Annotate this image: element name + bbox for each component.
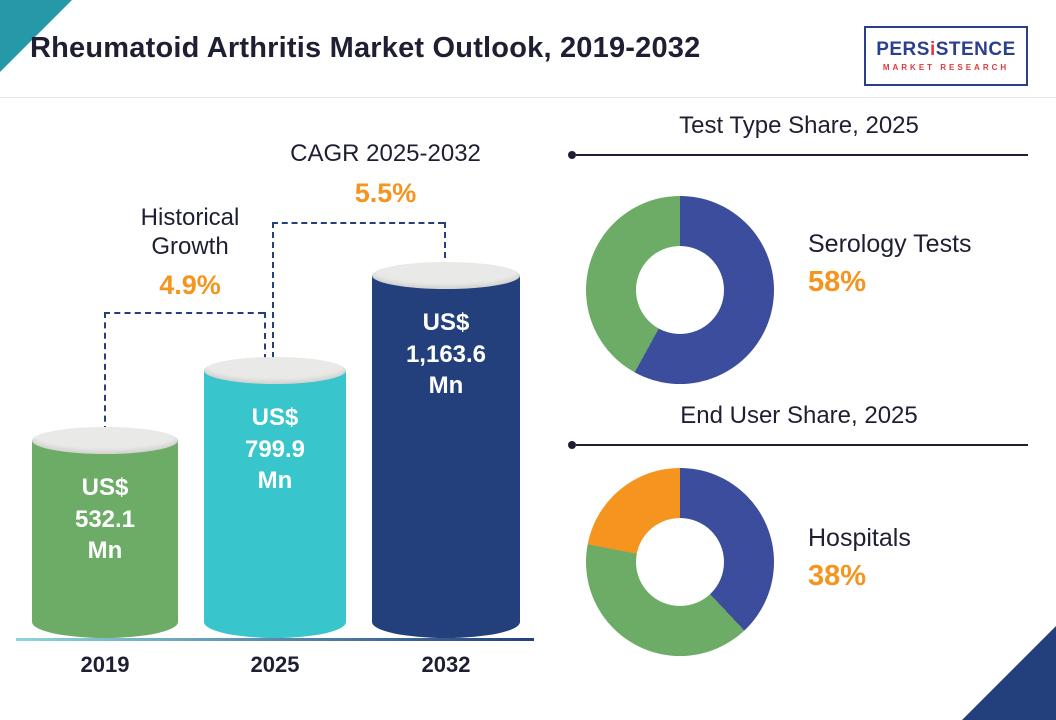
- bar-2019-amount: 532.1: [74, 505, 136, 533]
- test-type-title-rule: [568, 151, 1028, 159]
- cagr-connector-left: [272, 222, 274, 358]
- page-title: Rheumatoid Arthritis Market Outlook, 201…: [30, 32, 701, 64]
- bar-2019-cylinder-top: [32, 427, 178, 454]
- donut-hole: [636, 246, 724, 334]
- bar-2032-amount: 1,163.6: [405, 340, 487, 368]
- x-axis-label-2019: 2019: [80, 652, 130, 677]
- brand-logo-part1: PERS: [876, 39, 930, 60]
- end-user-donut-row: Hospitals 38%: [560, 468, 911, 656]
- bar-2032-value: US$ 1,163.6 Mn: [372, 307, 520, 402]
- historical-growth-label: Historical Growth: [140, 204, 240, 261]
- cagr-connector-top: [272, 222, 444, 224]
- x-axis-label-2025: 2025: [250, 652, 300, 677]
- cagr-value: 5.5%: [354, 178, 417, 208]
- bar-2019-value: US$ 532.1 Mn: [32, 472, 178, 567]
- rule-end-dot: [568, 151, 576, 159]
- bar-2025-unit: Mn: [257, 467, 293, 495]
- historical-growth-connector-right: [264, 312, 266, 360]
- bar-2019-unit: Mn: [87, 537, 123, 565]
- bar-2025-value: US$ 799.9 Mn: [204, 402, 346, 497]
- bar-2032-currency: US$: [422, 309, 470, 336]
- bar-chart: Historical Growth 4.9% CAGR 2025-2032 5.…: [16, 140, 534, 677]
- end-user-title-rule: [568, 441, 1028, 449]
- test-type-donut-row: Serology Tests 58%: [560, 196, 972, 384]
- historical-growth-connector-left: [104, 312, 106, 432]
- bar-2025: US$ 799.9 Mn: [204, 357, 346, 638]
- bar-2025-amount: 799.9: [244, 435, 306, 463]
- test-type-callout-value: 58%: [808, 266, 867, 298]
- test-type-donut-title: Test Type Share, 2025: [679, 112, 919, 139]
- bar-2032-cylinder: US$ 1,163.6 Mn: [372, 262, 520, 638]
- end-user-callout-label: Hospitals: [808, 524, 911, 552]
- bar-2032-unit: Mn: [428, 372, 464, 400]
- bar-2019-cylinder: US$ 532.1 Mn: [32, 427, 178, 638]
- bar-2025-cylinder-top: [204, 357, 346, 384]
- bar-2025-currency: US$: [251, 404, 299, 431]
- x-axis-line: [16, 638, 534, 641]
- brand-logo-part3: STENCE: [935, 39, 1016, 60]
- historical-growth-connector-top: [104, 312, 264, 314]
- header-divider: [0, 97, 1056, 98]
- x-axis-label-2032: 2032: [421, 652, 471, 677]
- cagr-connector-right: [444, 222, 446, 268]
- bar-2025-cylinder: US$ 799.9 Mn: [204, 357, 346, 638]
- test-type-callout: Serology Tests 58%: [808, 230, 972, 299]
- end-user-donut-chart: [586, 468, 774, 656]
- cagr-label: CAGR 2025-2032: [290, 140, 481, 167]
- end-user-callout: Hospitals 38%: [808, 524, 911, 593]
- end-user-callout-value: 38%: [808, 560, 867, 592]
- bar-2032: US$ 1,163.6 Mn: [372, 262, 520, 638]
- bar-2019: US$ 532.1 Mn: [32, 427, 178, 638]
- donut-charts-column: Test Type Share, 2025 Serology Tests 58%…: [560, 100, 1038, 720]
- test-type-donut-chart: [586, 196, 774, 384]
- brand-logo: PERSiSTENCE MARKET RESEARCH: [864, 26, 1028, 86]
- brand-logo-tagline: MARKET RESEARCH: [882, 63, 1010, 72]
- bar-2019-currency: US$: [81, 474, 129, 501]
- bar-2032-cylinder-top: [372, 262, 520, 289]
- historical-growth-value: 4.9%: [159, 270, 221, 300]
- brand-logo-wordmark: PERSiSTENCE: [876, 40, 1016, 59]
- test-type-callout-label: Serology Tests: [808, 230, 972, 258]
- rule-end-dot: [568, 441, 576, 449]
- donut-hole: [636, 518, 724, 606]
- end-user-donut-title: End User Share, 2025: [680, 402, 918, 429]
- brand-logo-part2: i: [929, 39, 936, 60]
